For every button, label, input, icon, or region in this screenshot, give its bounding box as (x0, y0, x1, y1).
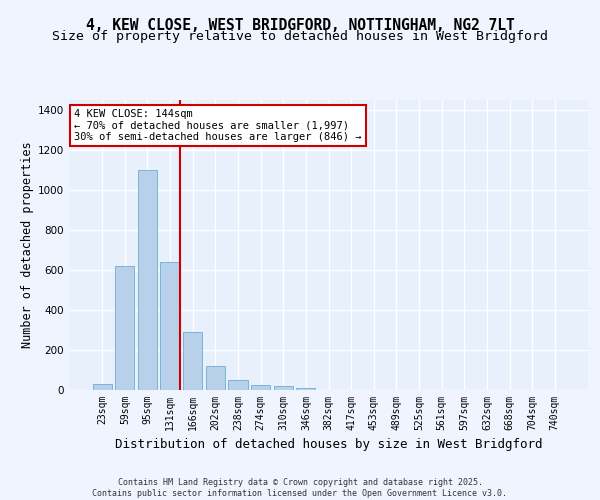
Y-axis label: Number of detached properties: Number of detached properties (21, 142, 34, 348)
Bar (92, 384, 112, 390)
Text: 4 KEW CLOSE: 144sqm
← 70% of detached houses are smaller (1,997)
30% of semi-det: 4 KEW CLOSE: 144sqm ← 70% of detached ho… (74, 108, 362, 142)
Bar (138, 170, 157, 390)
Bar (160, 262, 180, 390)
Bar (274, 386, 293, 390)
Bar (296, 388, 316, 390)
Bar (183, 332, 202, 390)
Bar (115, 266, 134, 390)
Text: Contains HM Land Registry data © Crown copyright and database right 2025.
Contai: Contains HM Land Registry data © Crown c… (92, 478, 508, 498)
Bar (251, 385, 270, 390)
X-axis label: Distribution of detached houses by size in West Bridgford: Distribution of detached houses by size … (115, 438, 542, 452)
Text: 4, KEW CLOSE, WEST BRIDGFORD, NOTTINGHAM, NG2 7LT: 4, KEW CLOSE, WEST BRIDGFORD, NOTTINGHAM… (86, 18, 514, 32)
Text: Size of property relative to detached houses in West Bridgford: Size of property relative to detached ho… (52, 30, 548, 43)
Bar (229, 380, 248, 390)
Bar (206, 366, 225, 390)
